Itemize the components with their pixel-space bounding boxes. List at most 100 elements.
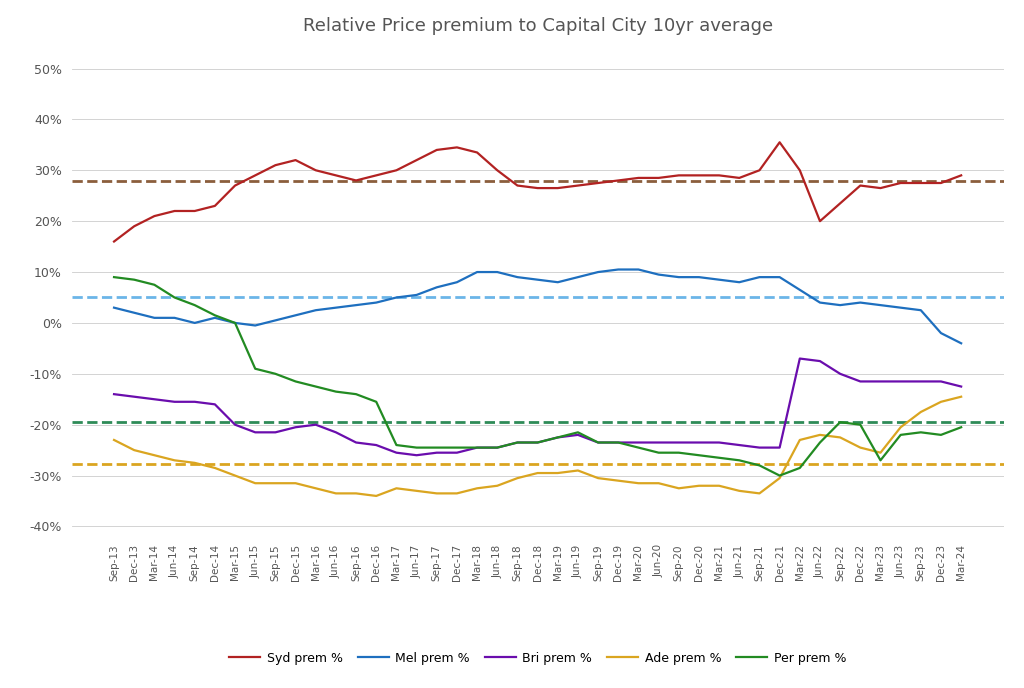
Ade prem %: [754, 489, 766, 497]
Syd prem %: [531, 184, 544, 192]
Bri prem %: [673, 438, 685, 447]
Line: Mel prem %: Mel prem %: [114, 270, 962, 343]
Mel prem %: [673, 273, 685, 281]
Per prem %: [370, 398, 382, 406]
Ade prem %: [632, 479, 644, 487]
Bri prem %: [935, 377, 947, 385]
Ade prem %: [854, 444, 866, 452]
Mel prem %: [693, 273, 706, 281]
Bri prem %: [612, 438, 625, 447]
Mel prem %: [955, 339, 968, 347]
Per prem %: [571, 428, 584, 436]
Mel prem %: [713, 276, 725, 284]
Mel prem %: [249, 321, 261, 330]
Ade prem %: [571, 466, 584, 475]
Per prem %: [834, 418, 846, 427]
Ade prem %: [693, 482, 706, 490]
Per prem %: [713, 453, 725, 462]
Mel prem %: [834, 301, 846, 309]
Syd prem %: [874, 184, 887, 192]
Bri prem %: [290, 423, 302, 431]
Mel prem %: [451, 278, 463, 286]
Ade prem %: [935, 398, 947, 406]
Syd prem %: [713, 171, 725, 180]
Ade prem %: [814, 431, 826, 439]
Ade prem %: [531, 469, 544, 477]
Syd prem %: [794, 166, 806, 174]
Ade prem %: [290, 479, 302, 487]
Bri prem %: [431, 449, 443, 457]
Mel prem %: [652, 270, 665, 279]
Syd prem %: [632, 174, 644, 182]
Per prem %: [632, 444, 644, 452]
Mel prem %: [431, 283, 443, 292]
Ade prem %: [733, 486, 745, 495]
Ade prem %: [511, 474, 523, 482]
Per prem %: [148, 281, 161, 289]
Syd prem %: [814, 217, 826, 225]
Ade prem %: [249, 479, 261, 487]
Per prem %: [390, 441, 402, 449]
Per prem %: [652, 449, 665, 457]
Mel prem %: [733, 278, 745, 286]
Syd prem %: [188, 207, 201, 215]
Bri prem %: [511, 438, 523, 447]
Bri prem %: [471, 444, 483, 452]
Syd prem %: [128, 222, 140, 230]
Syd prem %: [693, 171, 706, 180]
Line: Bri prem %: Bri prem %: [114, 358, 962, 455]
Mel prem %: [370, 299, 382, 307]
Per prem %: [592, 438, 604, 447]
Bri prem %: [128, 393, 140, 401]
Ade prem %: [431, 489, 443, 497]
Mel prem %: [754, 273, 766, 281]
Bri prem %: [451, 449, 463, 457]
Per prem %: [794, 464, 806, 472]
Ade prem %: [309, 484, 322, 493]
Line: Syd prem %: Syd prem %: [114, 142, 962, 241]
Bri prem %: [834, 369, 846, 378]
Syd prem %: [955, 171, 968, 180]
Per prem %: [733, 456, 745, 464]
Mel prem %: [895, 303, 907, 312]
Mel prem %: [552, 278, 564, 286]
Bri prem %: [693, 438, 706, 447]
Per prem %: [693, 451, 706, 460]
Syd prem %: [168, 207, 180, 215]
Mel prem %: [874, 301, 887, 309]
Ade prem %: [955, 393, 968, 401]
Ade prem %: [370, 492, 382, 500]
Syd prem %: [431, 146, 443, 154]
Ade prem %: [411, 486, 423, 495]
Per prem %: [773, 471, 785, 480]
Per prem %: [935, 431, 947, 439]
Per prem %: [552, 433, 564, 442]
Mel prem %: [188, 319, 201, 327]
Ade prem %: [874, 449, 887, 457]
Mel prem %: [148, 314, 161, 322]
Syd prem %: [290, 156, 302, 164]
Mel prem %: [854, 299, 866, 307]
Ade prem %: [148, 451, 161, 460]
Mel prem %: [350, 301, 362, 309]
Bri prem %: [350, 438, 362, 447]
Per prem %: [673, 449, 685, 457]
Per prem %: [188, 301, 201, 309]
Syd prem %: [652, 174, 665, 182]
Bri prem %: [794, 354, 806, 363]
Title: Relative Price premium to Capital City 10yr average: Relative Price premium to Capital City 1…: [302, 17, 773, 36]
Mel prem %: [794, 286, 806, 294]
Mel prem %: [492, 268, 504, 276]
Mel prem %: [571, 273, 584, 281]
Syd prem %: [935, 179, 947, 187]
Mel prem %: [773, 273, 785, 281]
Ade prem %: [451, 489, 463, 497]
Mel prem %: [511, 273, 523, 281]
Bri prem %: [411, 451, 423, 460]
Ade prem %: [188, 459, 201, 467]
Ade prem %: [713, 482, 725, 490]
Bri prem %: [713, 438, 725, 447]
Ade prem %: [914, 408, 927, 416]
Syd prem %: [733, 174, 745, 182]
Ade prem %: [492, 482, 504, 490]
